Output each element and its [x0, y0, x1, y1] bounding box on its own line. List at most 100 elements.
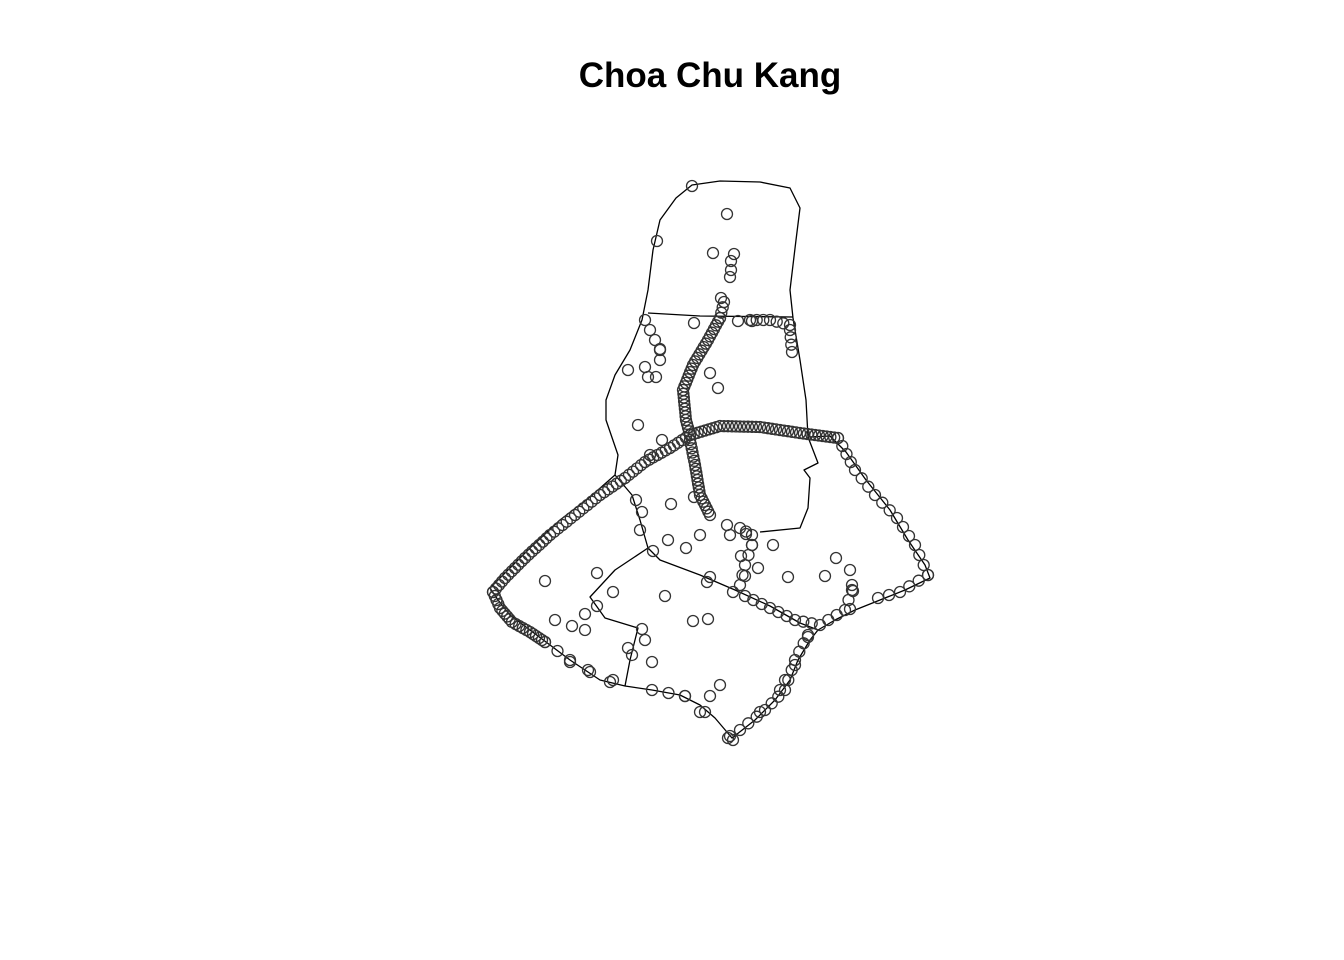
point-marker: [687, 316, 701, 330]
point-marker: [590, 566, 604, 580]
point-marker: [876, 496, 889, 509]
point-marker: [538, 574, 552, 588]
point-marker: [686, 446, 699, 459]
point-marker: [512, 558, 525, 571]
point-marker: [729, 420, 743, 433]
point-marker: [645, 683, 659, 697]
point-marker: [589, 492, 602, 505]
point-marker: [715, 306, 728, 319]
map-title: Choa Chu Kang: [578, 56, 842, 95]
point-marker: [703, 366, 717, 380]
point-marker: [717, 419, 731, 433]
point-marker: [685, 179, 699, 193]
point-marker: [687, 490, 701, 504]
point-marker: [523, 625, 537, 639]
point-marker: [649, 370, 663, 384]
point-marker: [645, 655, 659, 669]
point-marker: [883, 504, 896, 517]
point-marker: [785, 338, 798, 351]
point-marker: [778, 673, 792, 687]
point-marker: [679, 410, 692, 423]
point-marker: [921, 568, 935, 582]
point-marker: [882, 588, 896, 602]
point-marker: [745, 528, 759, 542]
point-marker: [518, 551, 532, 565]
point-marker: [785, 345, 799, 359]
point-marker: [529, 541, 542, 555]
point-marker: [723, 528, 737, 542]
point-marker: [733, 723, 747, 737]
point-marker: [913, 548, 926, 562]
point-marker: [781, 570, 795, 584]
point-marker: [714, 291, 728, 305]
point-marker: [662, 686, 675, 700]
point-marker: [763, 313, 777, 327]
point-marker: [492, 578, 506, 592]
point-marker: [536, 535, 550, 548]
point-marker: [581, 663, 595, 677]
point-marker: [635, 622, 649, 636]
point-marker: [638, 313, 652, 327]
point-marker: [686, 614, 700, 628]
point-marker: [788, 658, 802, 672]
point-marker: [713, 419, 727, 433]
point-marker: [621, 641, 635, 655]
point-marker: [650, 234, 664, 248]
point-marker: [548, 525, 561, 538]
point-marker: [713, 311, 727, 325]
point-marker: [846, 584, 860, 598]
point-marker: [769, 423, 783, 436]
point-marker: [685, 442, 698, 455]
point-marker: [723, 729, 737, 743]
point-marker: [724, 254, 738, 268]
point-marker: [578, 623, 592, 637]
point-marker: [552, 522, 565, 535]
point-marker: [848, 463, 862, 477]
point-marker: [593, 488, 607, 502]
point-marker: [667, 439, 681, 452]
point-marker: [556, 518, 569, 532]
point-marker: [855, 472, 868, 485]
point-marker: [761, 422, 775, 435]
point-marker: [789, 426, 803, 439]
point-marker: [741, 420, 755, 433]
point-marker: [659, 444, 672, 457]
point-marker: [720, 207, 734, 221]
point-marker: [614, 474, 627, 487]
point-marker: [505, 565, 518, 578]
point-marker: [564, 512, 577, 525]
point-marker: [643, 448, 657, 462]
point-marker: [753, 705, 767, 719]
point-marker: [629, 493, 643, 507]
point-marker: [643, 323, 657, 337]
point-marker: [548, 613, 562, 627]
point-marker: [829, 551, 843, 565]
point-marker: [703, 689, 717, 703]
point-marker: [917, 558, 930, 572]
subzone-boundaries: [489, 180, 931, 739]
point-marker: [773, 683, 787, 697]
point-marker: [723, 270, 737, 284]
point-marker: [699, 337, 713, 350]
point-marker: [638, 633, 652, 647]
point-marker: [828, 431, 841, 444]
point-marker: [801, 630, 815, 644]
point-marker: [540, 532, 553, 545]
point-marker: [522, 548, 535, 561]
point-marker: [742, 717, 755, 730]
point-marker: [631, 418, 645, 432]
point-marker: [783, 318, 797, 332]
point-marker: [711, 381, 725, 395]
point-marker: [908, 538, 922, 552]
point-marker: [843, 602, 857, 616]
point-marker: [813, 618, 827, 632]
point-marker: [633, 523, 647, 537]
point-marker: [658, 589, 672, 603]
point-marker: [727, 247, 741, 261]
point-marker: [770, 315, 783, 328]
point-marker: [634, 459, 648, 472]
subzone-line-east-notch: [759, 436, 819, 533]
point-marker: [701, 612, 715, 626]
point-marker: [896, 520, 910, 534]
point-marker: [703, 570, 717, 584]
